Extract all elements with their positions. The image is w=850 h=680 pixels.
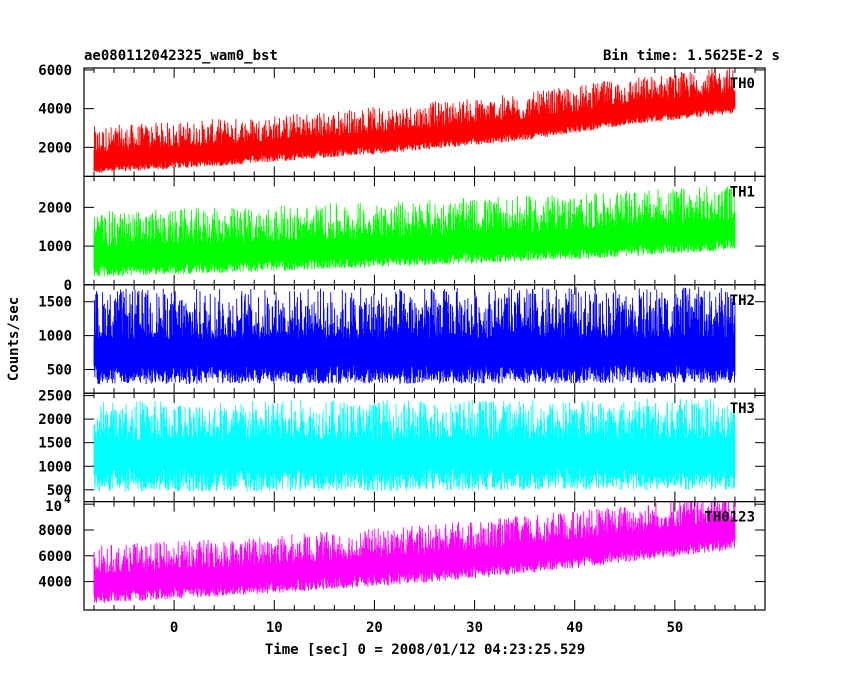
y-tick-label: 0	[64, 278, 72, 294]
y-tick-label: 1000	[38, 459, 72, 475]
x-tick-label: 30	[466, 620, 483, 636]
panel-label-th3: TH3	[730, 401, 755, 417]
x-tick-label: 40	[566, 620, 583, 636]
y-tick-label: 1500	[38, 436, 72, 452]
x-axis: 0 10 20 30 40 50	[170, 620, 683, 636]
series-th2	[93, 286, 736, 385]
y-tick-label: 2000	[38, 140, 72, 156]
panel-th1: 0 1000 2000 TH1	[38, 175, 766, 294]
panel-label-th2: TH2	[730, 293, 755, 309]
y-tick-label: 2000	[38, 200, 72, 216]
y-tick-label: 1500	[38, 295, 72, 311]
x-axis-label: Time [sec] 0 = 2008/01/12 04:23:25.529	[265, 642, 585, 658]
y-tick-label: 4000	[38, 102, 72, 118]
y-tick-label: 500	[47, 362, 72, 378]
x-tick-label: 0	[170, 620, 178, 636]
panel-label-th0123: TH0123	[704, 510, 755, 526]
panel-th0123: 4000 6000 8000 10 4 TH0123	[38, 493, 766, 611]
series-th0	[93, 68, 736, 173]
series-th1	[93, 186, 736, 277]
y-tick-label: 8000	[38, 523, 72, 539]
x-tick-label: 50	[666, 620, 683, 636]
x-tick-label: 10	[266, 620, 283, 636]
chart-title: ae080112042325_wam0_bst	[84, 48, 278, 64]
panel-th0: 2000 4000 6000 TH0	[38, 63, 766, 178]
y-tick-label: 2000	[38, 412, 72, 428]
panel-th2: 500 1000 1500 TH2	[38, 284, 766, 394]
series-th3	[93, 398, 736, 492]
y-tick-label-exponent: 4	[64, 493, 71, 506]
x-tick-label: 20	[366, 620, 383, 636]
y-tick-label: 6000	[38, 63, 72, 79]
y-tick-label: 4000	[38, 575, 72, 591]
series-th0123	[93, 501, 736, 603]
y-tick-label-power: 10	[45, 499, 62, 515]
y-tick-label: 2500	[38, 389, 72, 405]
panel-th3: 500 1000 1500 2000 2500 TH3	[38, 389, 766, 503]
bin-time-label: Bin time: 1.5625E-2 s	[603, 48, 780, 64]
panel-label-th0: TH0	[730, 76, 755, 92]
y-tick-label: 1000	[38, 329, 72, 345]
y-tick-label: 6000	[38, 549, 72, 565]
y-tick-label: 500	[47, 483, 72, 499]
panel-label-th1: TH1	[730, 184, 755, 200]
y-axis-label: Counts/sec	[6, 297, 22, 381]
panels-group: 2000 4000 6000 TH0 0 1000 2000 TH1 500 1000 1500 TH…	[38, 63, 766, 611]
y-tick-label: 1000	[38, 239, 72, 255]
